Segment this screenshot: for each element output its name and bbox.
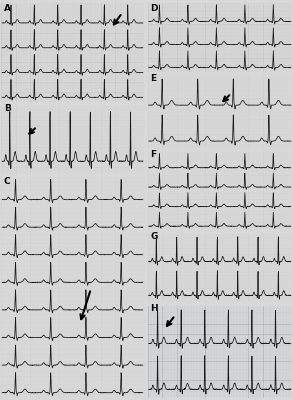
Text: H: H [150, 304, 158, 313]
Text: A: A [4, 4, 11, 13]
Text: D: D [150, 4, 158, 13]
Text: F: F [150, 150, 156, 159]
Text: E: E [150, 74, 156, 83]
Text: G: G [150, 232, 158, 241]
Text: C: C [4, 177, 11, 186]
Text: B: B [4, 104, 11, 114]
